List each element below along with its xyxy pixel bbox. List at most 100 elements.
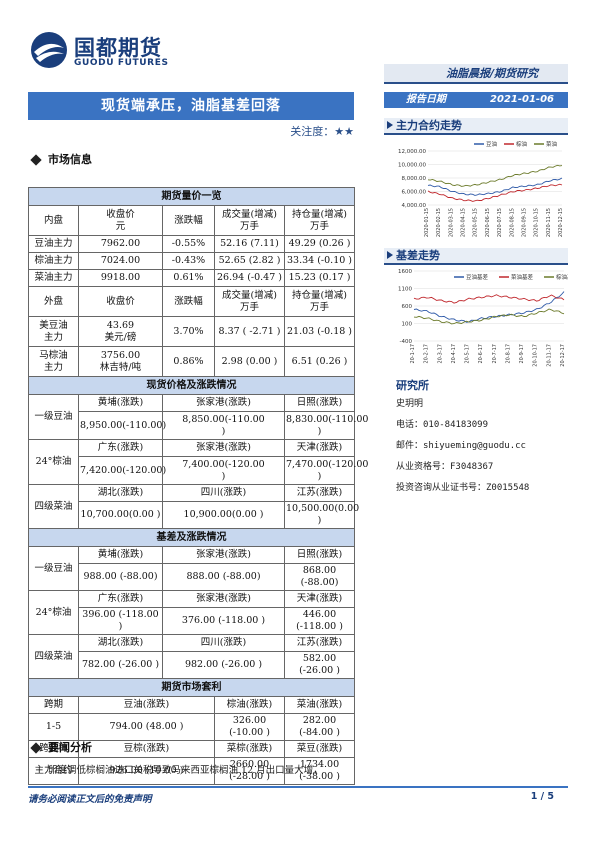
y-tick-label: 8,000.00 — [402, 176, 427, 182]
legend-label: 菜油 — [546, 140, 558, 148]
region-header: 棕油(涨跌) — [214, 696, 285, 714]
table-cell: 52.16 (7.11) — [214, 235, 285, 253]
region-header: 菜油(涨跌) — [283, 696, 356, 714]
x-tick-label: 2020-03-15 — [448, 208, 454, 237]
table-cell: 52.65 (2.82 ) — [214, 252, 285, 270]
diamond-bullet-icon — [30, 742, 42, 754]
table-cell: -0.43% — [162, 252, 215, 270]
table-cell: 3756.00 林吉特/吨 — [78, 346, 163, 377]
table-row: 四级菜油 湖北(涨跌) 四川(涨跌) 江苏(涨跌) — [28, 484, 356, 529]
table-row: 24°棕油 广东(涨跌) 张家港(涨跌) 天津(涨跌) — [28, 590, 356, 635]
table-row: 跨品种 豆棕(涨跌) 菜棕(涨跌) 菜豆(涨跌) — [28, 740, 356, 758]
product-name: 四级菜油 — [28, 484, 79, 529]
analyst-phone: 电话：010-84183099 — [396, 420, 489, 430]
table-cell: 10,500.00(0.00 ) — [283, 501, 359, 529]
arbitrage-table-title: 期货市场套利 — [27, 678, 356, 697]
analyst-license: 从业资格号：F3048367 — [396, 462, 494, 472]
region-header: 日照(涨跌) — [283, 394, 356, 412]
table-cell: -0.55% — [162, 235, 215, 253]
basis-chart-title: 基差走势 — [384, 248, 568, 265]
attention-label: 关注度： — [290, 125, 335, 138]
x-tick-label: 2020-12-15 — [558, 208, 564, 237]
column-header: 收盘价 — [78, 286, 163, 317]
region-header: 张家港(涨跌) — [162, 439, 285, 457]
y-tick-label: 600 — [402, 304, 413, 310]
product-name: 四级菜油 — [28, 634, 79, 679]
region-header: 江苏(涨跌) — [283, 484, 356, 502]
table-cell: 49.29 (0.26 ) — [283, 235, 356, 253]
table-row: 马棕油 主力 3756.00 林吉特/吨 0.86% 2.98 (0.00 ) 6.51 (… — [28, 346, 356, 377]
table-row: 基差及涨跌情况 — [27, 528, 356, 547]
disclaimer-note: 请务必阅读正文后的免责声明 — [28, 794, 152, 805]
analyst-name: 史玥明 — [396, 399, 424, 409]
column-header: 涨跌幅 — [162, 205, 215, 236]
table-row: 396.00 (-118.00 ) 376.00 (-118.00 ) 446.00… — [29, 607, 356, 635]
x-tick-label: 20-2-17 — [424, 344, 430, 364]
news-heading: 要闻分析 — [30, 739, 92, 755]
table-cell: 3.70% — [162, 316, 215, 347]
x-tick-label: 2020-11-15 — [546, 208, 552, 237]
x-tick-label: 2020-09-15 — [521, 208, 527, 237]
y-tick-label: 100 — [402, 322, 413, 328]
series-line — [427, 164, 563, 187]
table-cell: 868.00 (-88.00) — [283, 563, 356, 591]
table-row: 一级豆油 黄埔(涨跌) 张家港(涨跌) 日照(涨跌) — [28, 546, 356, 591]
arb-label: 1-5 — [28, 713, 79, 741]
region-header: 菜棕(涨跌) — [214, 740, 285, 758]
legend-label: 菜油基差 — [511, 273, 534, 281]
table-row: 主力合约 926.00 (10.00 ) 2660.00 (-28.00 ) 1734… — [28, 757, 356, 785]
table-cell: 9918.00 — [78, 269, 163, 287]
region-header: 豆油(涨跌) — [78, 696, 215, 714]
table-row: 内盘 收盘价元涨跌幅 成交量(增减) 万手 持仓量(增减) 万手 — [28, 205, 356, 236]
table-cell: 33.34 (-0.10 ) — [283, 252, 356, 270]
table-cell: 282.00 (-84.00 ) — [283, 713, 356, 741]
table-row: 外盘 收盘价 涨跌幅 成交量(增减) 万手 持仓量(增减) 万手 — [28, 286, 356, 317]
table-cell: 7024.00 — [78, 252, 163, 270]
attention-rating: 关注度：★★ — [260, 124, 354, 140]
legend-label: 棕油基差 — [556, 273, 568, 281]
table-cell: 8,950.00(-110.00) — [78, 411, 166, 440]
logo-text-en: GUODU FUTURES — [74, 58, 169, 68]
column-header: 内盘 — [28, 205, 79, 236]
region-header: 黄埔(涨跌) — [78, 394, 163, 412]
table-cell: 15.23 (0.17 ) — [283, 269, 356, 287]
table-cell: 棕油主力 — [28, 252, 79, 270]
product-name: 24°棕油 — [28, 590, 79, 635]
table-cell: 1734.00 (-38.00 ) — [283, 757, 356, 785]
table-cell: 6.51 (0.26 ) — [283, 346, 356, 377]
table-row: 期货市场套利 — [27, 678, 356, 697]
logo-mark-icon — [31, 32, 67, 68]
column-header: 收盘价元 — [78, 205, 163, 236]
region-header: 豆棕(涨跌) — [78, 740, 215, 758]
company-logo: 国都期货 GUODU FUTURES — [28, 30, 178, 74]
report-date-label: 报告日期 — [406, 94, 446, 105]
table-cell: 396.00 (-118.00 ) — [78, 607, 163, 635]
legend-label: 棕油 — [516, 140, 528, 148]
table-cell: 26.94 (-0.47 ) — [214, 269, 285, 287]
y-tick-label: 10,000.00 — [398, 163, 426, 169]
y-tick-label: 1600 — [398, 269, 412, 275]
futures-table-title: 期货量价一览 — [27, 187, 356, 206]
table-cell: 794.00 (48.00 ) — [78, 713, 215, 741]
region-header: 天津(涨跌) — [283, 439, 356, 457]
table-cell: 8,830.00(-110.00) — [283, 411, 368, 440]
logo-text-cn: 国都期货 — [74, 36, 162, 60]
table-cell: 582.00 (-26.00 ) — [283, 651, 356, 679]
region-header: 菜豆(涨跌) — [283, 740, 356, 758]
y-tick-label: 1100 — [398, 287, 412, 293]
legend-label: 豆油 — [486, 140, 498, 148]
research-contact: 研究所 史玥明 电话：010-84183099 邮件：shiyueming@gu… — [396, 377, 568, 502]
region-header: 湖北(涨跌) — [78, 484, 163, 502]
table-row: 7,420.00(-120.00) 7,400.00(-120.00) 7,470.… — [29, 456, 368, 485]
attention-stars: ★★ — [334, 125, 354, 138]
report-title: 现货端承压，油脂基差回落 — [28, 92, 354, 120]
table-row: 现货价格及涨跌情况 — [27, 376, 356, 395]
y-tick-label: 6,000.00 — [402, 190, 427, 196]
column-header: 成交量(增减) 万手 — [214, 286, 285, 317]
product-name: 一级豆油 — [28, 394, 79, 440]
table-cell: 326.00 (-10.00 ) — [214, 713, 285, 741]
table-cell: 0.86% — [162, 346, 215, 377]
x-tick-label: 20-1-17 — [410, 344, 416, 364]
table-cell: 888.00 (-88.00) — [162, 563, 285, 591]
region-header: 天津(涨跌) — [283, 590, 356, 608]
